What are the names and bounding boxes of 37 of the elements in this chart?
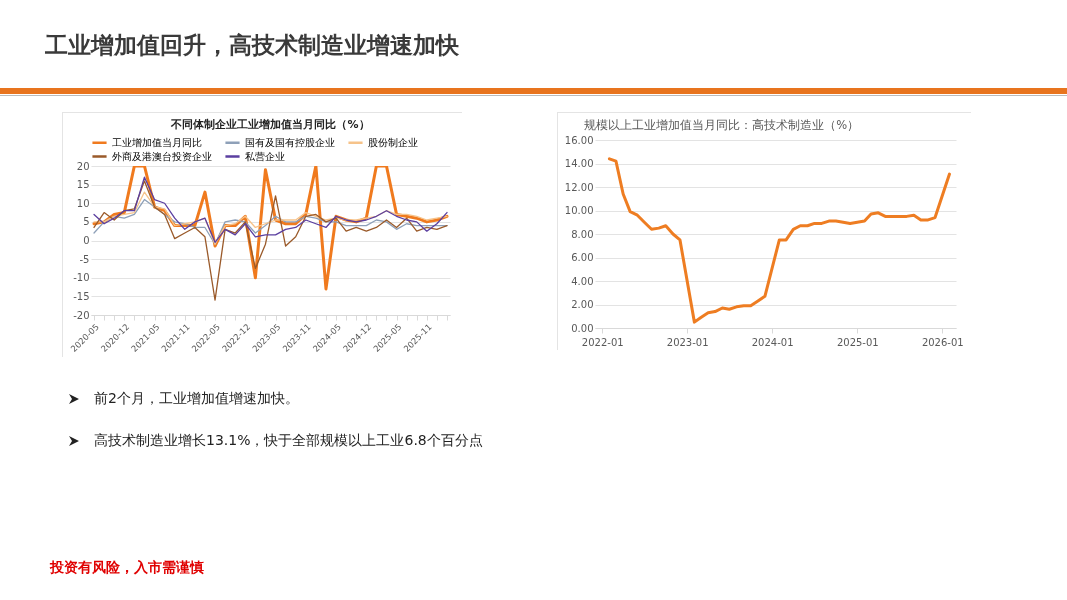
line-series <box>93 180 448 301</box>
y-tick-label: -10 <box>73 272 90 284</box>
chart-title: 不同体制企业工业增加值当月同比（%） <box>170 118 370 131</box>
line-series <box>607 157 951 324</box>
y-tick-label: 10 <box>76 197 90 209</box>
y-tick-label: 0 <box>83 235 90 246</box>
x-tick-label: 2024-01 <box>751 336 794 348</box>
text: 投资有风险，入市需谨慎 <box>50 559 204 577</box>
y-tick-label: -5 <box>79 253 90 265</box>
chart-title: 规模以上工业增加值当月同比：高技术制造业（%） <box>584 117 860 132</box>
x-tick-label: 2026-01 <box>921 336 964 348</box>
y-tick-label: 6.00 <box>571 252 594 263</box>
y-tick-label: 10.00 <box>564 205 594 216</box>
legend-label: 工业增加值当月同比 <box>112 136 202 148</box>
y-tick-label: 20 <box>76 160 90 172</box>
y-tick-label: -15 <box>73 290 90 302</box>
y-tick-label: 15 <box>76 179 90 191</box>
y-tick-label: -20 <box>73 309 90 321</box>
y-tick-label: 16.00 <box>564 134 594 146</box>
y-tick-label: 14.00 <box>564 158 594 169</box>
y-tick-label: 2.00 <box>571 299 594 310</box>
legend-label: 私营企业 <box>245 150 285 162</box>
text: 前2个月，工业增加值增速加快。 <box>94 390 299 408</box>
x-tick-label: 2022-01 <box>581 336 624 348</box>
y-tick-label: 12.00 <box>564 181 594 193</box>
x-tick-label: 2023-01 <box>666 336 709 348</box>
text: 工业增加值回升，高技术制造业增速加快 <box>45 31 459 60</box>
x-tick-label: 2025-01 <box>836 336 879 348</box>
y-tick-label: 4.00 <box>571 275 594 287</box>
text: 高技术制造业增长13.1%，快于全部规模以上工业6.8个百分点 <box>94 432 483 450</box>
y-tick-label: 0.00 <box>571 322 594 334</box>
legend-label: 国有及国有控股企业 <box>245 136 335 148</box>
y-tick-label: 8.00 <box>571 228 594 240</box>
y-tick-label: 5 <box>83 216 90 228</box>
legend-label: 股份制企业 <box>368 136 418 148</box>
legend-label: 外商及港澳台投资企业 <box>112 150 212 162</box>
line-series <box>93 176 448 244</box>
